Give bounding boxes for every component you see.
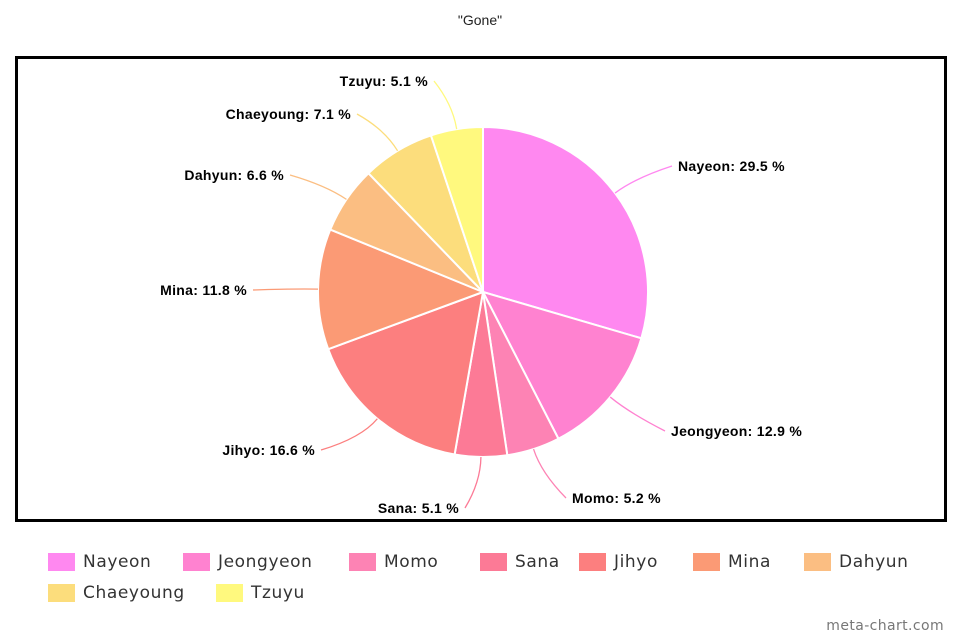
data-label-chaeyoung: Chaeyoung: 7.1 %: [226, 106, 352, 122]
legend-swatch: [349, 552, 376, 571]
legend-label: Dahyun: [839, 551, 909, 572]
connector-line-nayeon: [614, 165, 673, 194]
legend-label: Tzuyu: [251, 582, 305, 603]
legend-row: Nayeon Jeongyeon Momo Sana Jihyo Mina Dahyun: [48, 546, 938, 577]
connector-line-jihyo: [320, 418, 378, 451]
legend-label: Sana: [515, 551, 560, 572]
legend-item-dahyun[interactable]: Dahyun: [804, 552, 924, 572]
legend-label: Momo: [384, 551, 439, 572]
connector-line-sana: [464, 456, 482, 509]
data-label-jihyo: Jihyo: 16.6 %: [222, 442, 315, 458]
legend-label: Chaeyoung: [83, 582, 185, 603]
connector-line-chaeyoung: [356, 113, 399, 152]
connector-line-mina: [252, 288, 319, 291]
legend-label: Nayeon: [83, 551, 152, 572]
legend-item-tzuyu[interactable]: Tzuyu: [216, 583, 382, 603]
legend-label: Mina: [728, 551, 771, 572]
pie-slice-nayeon[interactable]: [482, 125, 649, 340]
connector-line-momo: [532, 448, 567, 499]
connector-line-tzuyu: [433, 80, 458, 130]
pie-chart: Nayeon: 29.5 % Jeongyeon: 12.9 % Momo: 5.2…: [160, 73, 802, 516]
legend-item-jihyo[interactable]: Jihyo: [579, 552, 693, 572]
legend-item-momo[interactable]: Momo: [349, 552, 480, 572]
data-label-momo: Momo: 5.2 %: [572, 490, 661, 506]
pie-slice-mina[interactable]: [317, 228, 486, 351]
data-label-nayeon: Nayeon: 29.5 %: [678, 158, 785, 174]
pie-slice-tzuyu[interactable]: [429, 125, 484, 293]
legend-item-chaeyoung[interactable]: Chaeyoung: [48, 583, 216, 603]
data-label-mina: Mina: 11.8 %: [160, 282, 247, 298]
plot-area: Nayeon: 29.5 % Jeongyeon: 12.9 % Momo: 5.2…: [15, 56, 947, 522]
legend-row: Chaeyoung Tzuyu: [48, 577, 938, 608]
legend-swatch: [48, 583, 75, 602]
legend-swatch: [48, 552, 75, 571]
legend-label: Jihyo: [614, 551, 658, 572]
legend-swatch: [183, 552, 210, 571]
chart-title: "Gone": [457, 12, 503, 28]
legend-swatch: [480, 552, 507, 571]
data-label-sana: Sana: 5.1 %: [378, 500, 459, 516]
legend-item-jeongyeon[interactable]: Jeongyeon: [183, 552, 349, 572]
legend-item-mina[interactable]: Mina: [693, 552, 804, 572]
legend-item-nayeon[interactable]: Nayeon: [48, 552, 183, 572]
legend-label: Jeongyeon: [218, 551, 313, 572]
legend-swatch: [579, 552, 606, 571]
watermark: meta-chart.com: [826, 618, 944, 634]
legend-item-sana[interactable]: Sana: [480, 552, 579, 572]
legend: Nayeon Jeongyeon Momo Sana Jihyo Mina Dahyun Ch…: [48, 546, 938, 608]
pie-slice-jihyo[interactable]: [326, 290, 485, 456]
pie-slice-jeongyeon[interactable]: [481, 290, 643, 441]
connector-line-dahyun: [289, 174, 347, 200]
connector-line-jeongyeon: [609, 396, 666, 432]
legend-swatch: [216, 583, 243, 602]
data-label-dahyun: Dahyun: 6.6 %: [184, 167, 284, 183]
data-label-tzuyu: Tzuyu: 5.1 %: [340, 73, 429, 89]
data-label-jeongyeon: Jeongyeon: 12.9 %: [671, 423, 802, 439]
legend-swatch: [693, 552, 720, 571]
legend-swatch: [804, 552, 831, 571]
